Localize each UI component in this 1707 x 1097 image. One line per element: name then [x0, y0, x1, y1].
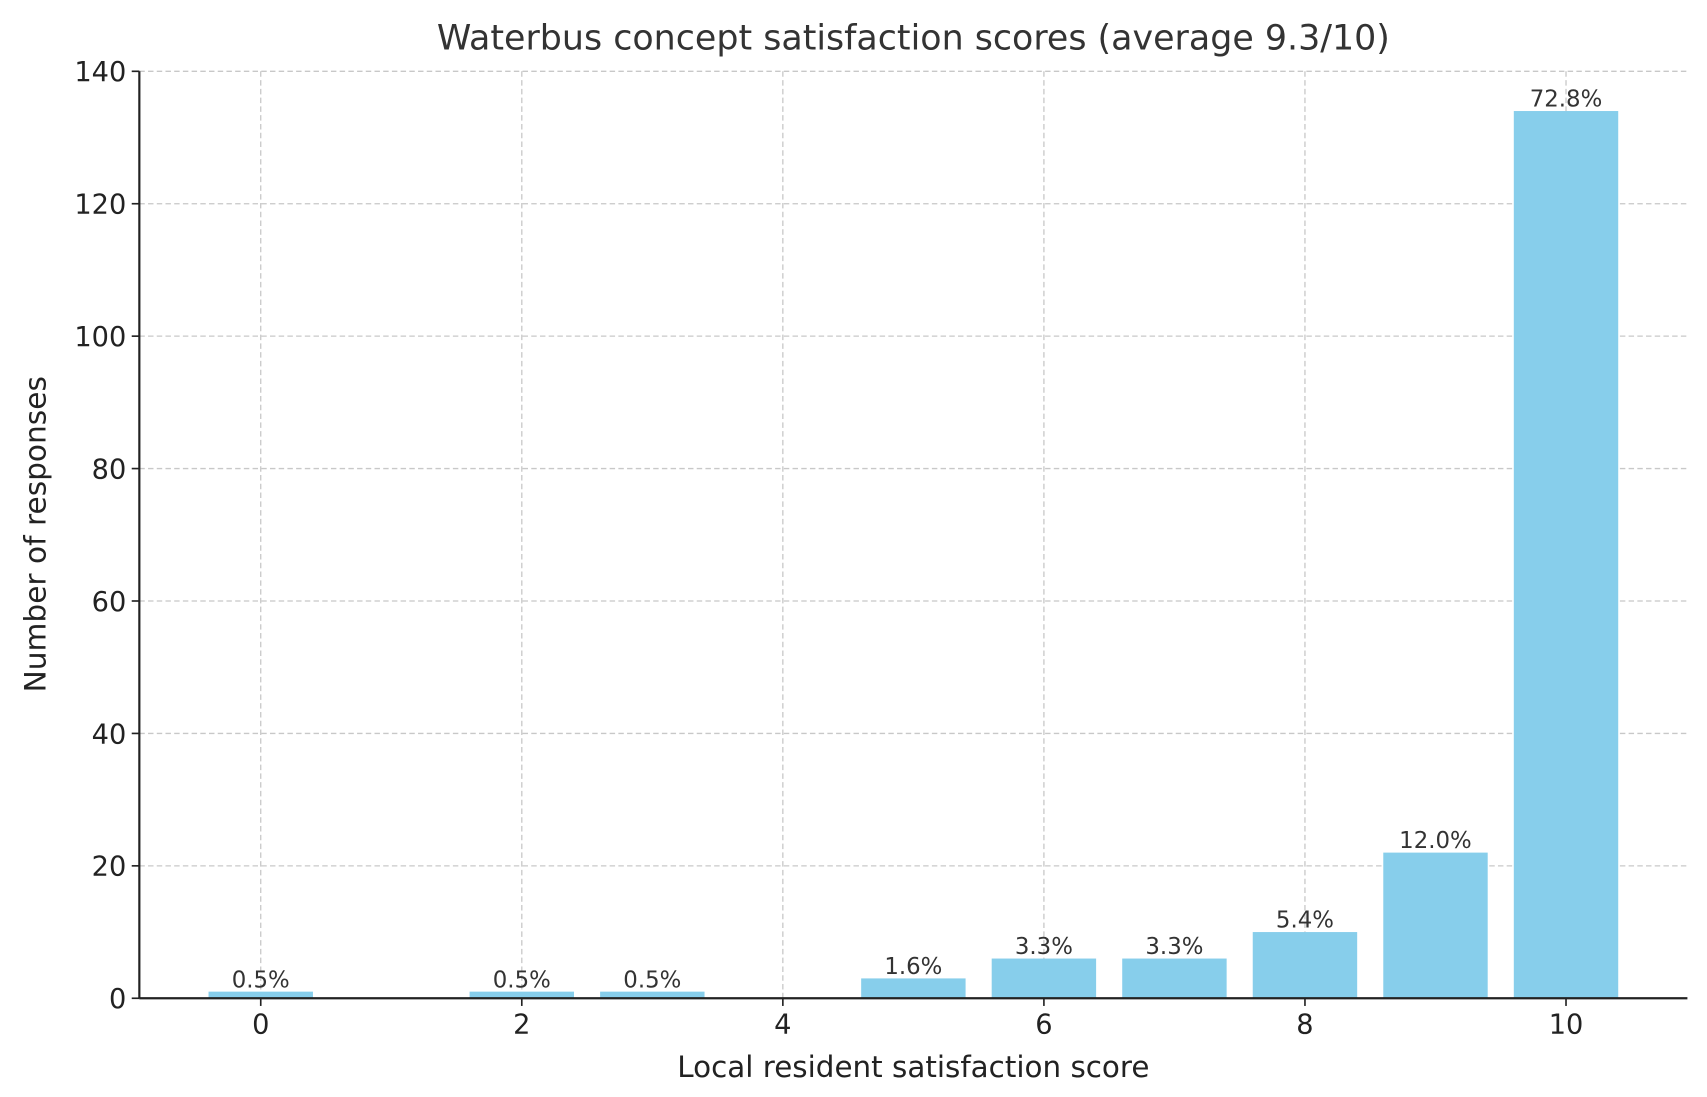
y-tick-label: 120 — [74, 190, 126, 221]
bar-data-label: 3.3% — [1015, 934, 1073, 960]
bar — [1252, 932, 1358, 999]
bar-data-label: 5.4% — [1276, 908, 1334, 934]
y-tick-label: 0 — [109, 984, 126, 1015]
y-tick-label: 40 — [92, 719, 127, 750]
bar — [861, 978, 966, 999]
x-tick-label: 4 — [774, 1009, 791, 1040]
bar-data-label: 72.8% — [1530, 87, 1603, 113]
x-axis-label: Local resident satisfaction score — [677, 1050, 1149, 1084]
x-tick-label: 8 — [1296, 1009, 1313, 1040]
bar — [208, 991, 313, 999]
bar — [991, 958, 1097, 999]
y-tick-label: 140 — [74, 57, 126, 88]
y-tick-label: 80 — [92, 454, 127, 485]
x-tick-label: 6 — [1035, 1009, 1052, 1040]
bar-data-label: 0.5% — [232, 967, 290, 993]
bar — [600, 991, 705, 999]
bar-data-label: 12.0% — [1399, 828, 1472, 854]
bar-data-label: 3.3% — [1145, 934, 1203, 960]
bar-data-label: 1.6% — [884, 954, 942, 980]
bar — [1122, 958, 1227, 999]
bar-data-label: 0.5% — [623, 967, 681, 993]
x-tick-label: 2 — [513, 1009, 530, 1040]
bar — [469, 991, 575, 999]
y-axis-label: Number of responses — [19, 376, 53, 692]
bar — [1513, 111, 1619, 999]
x-tick-label: 0 — [252, 1009, 269, 1040]
bar — [1383, 852, 1488, 999]
x-tick-label: 10 — [1549, 1009, 1584, 1040]
chart-title: Waterbus concept satisfaction scores (av… — [437, 18, 1390, 58]
bar-data-label: 0.5% — [493, 967, 551, 993]
y-tick-label: 60 — [92, 587, 127, 618]
y-tick-label: 20 — [92, 852, 127, 883]
y-tick-label: 100 — [74, 322, 126, 353]
